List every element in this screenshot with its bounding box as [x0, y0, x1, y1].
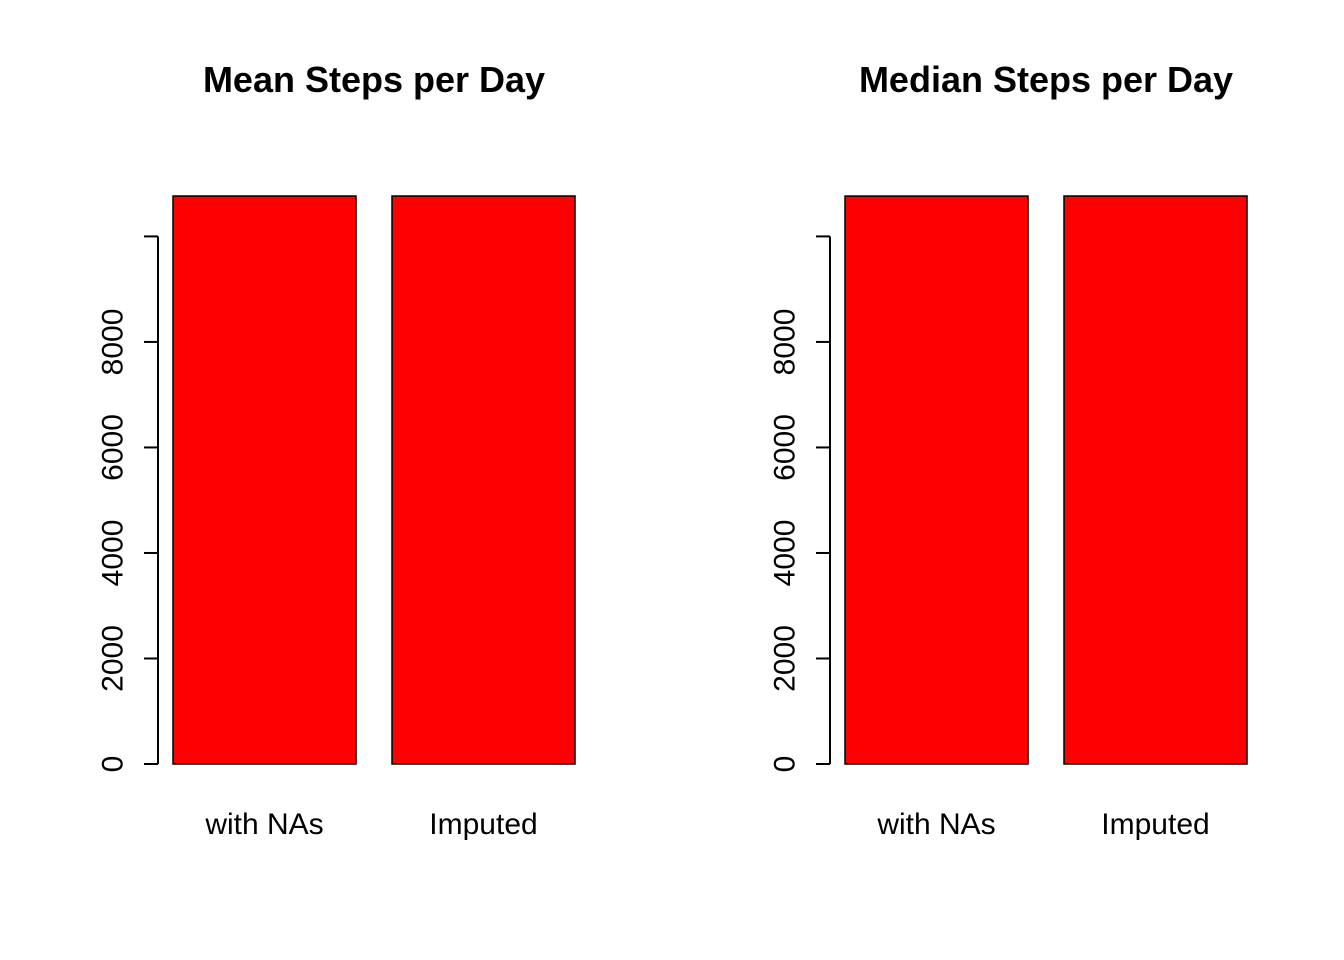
chart-title: Median Steps per Day — [859, 59, 1233, 100]
y-tick-label: 2000 — [97, 625, 130, 692]
y-tick-label: 2000 — [769, 625, 802, 692]
x-category-label: with NAs — [876, 808, 995, 841]
y-tick-label: 4000 — [97, 520, 130, 587]
x-category-label: Imputed — [1101, 808, 1209, 841]
median-steps-chart: Median Steps per Day 0 2000 4000 6000 8000 wi… — [769, 59, 1248, 841]
bar — [172, 195, 357, 765]
y-tick-label: 8000 — [769, 309, 802, 376]
chart-title: Mean Steps per Day — [203, 59, 545, 100]
bar — [1063, 195, 1248, 765]
y-tick-label: 0 — [97, 756, 130, 773]
y-tick-label: 0 — [769, 756, 802, 773]
bar — [391, 195, 576, 765]
y-tick-label: 8000 — [97, 309, 130, 376]
y-tick-label: 6000 — [769, 414, 802, 481]
x-category-label: with NAs — [204, 808, 323, 841]
x-category-label: Imputed — [429, 808, 537, 841]
y-tick-label: 4000 — [769, 520, 802, 587]
mean-steps-chart: Mean Steps per Day 0 2000 4000 6000 8000 with… — [97, 59, 576, 841]
y-tick-label: 6000 — [97, 414, 130, 481]
bar — [844, 195, 1029, 765]
